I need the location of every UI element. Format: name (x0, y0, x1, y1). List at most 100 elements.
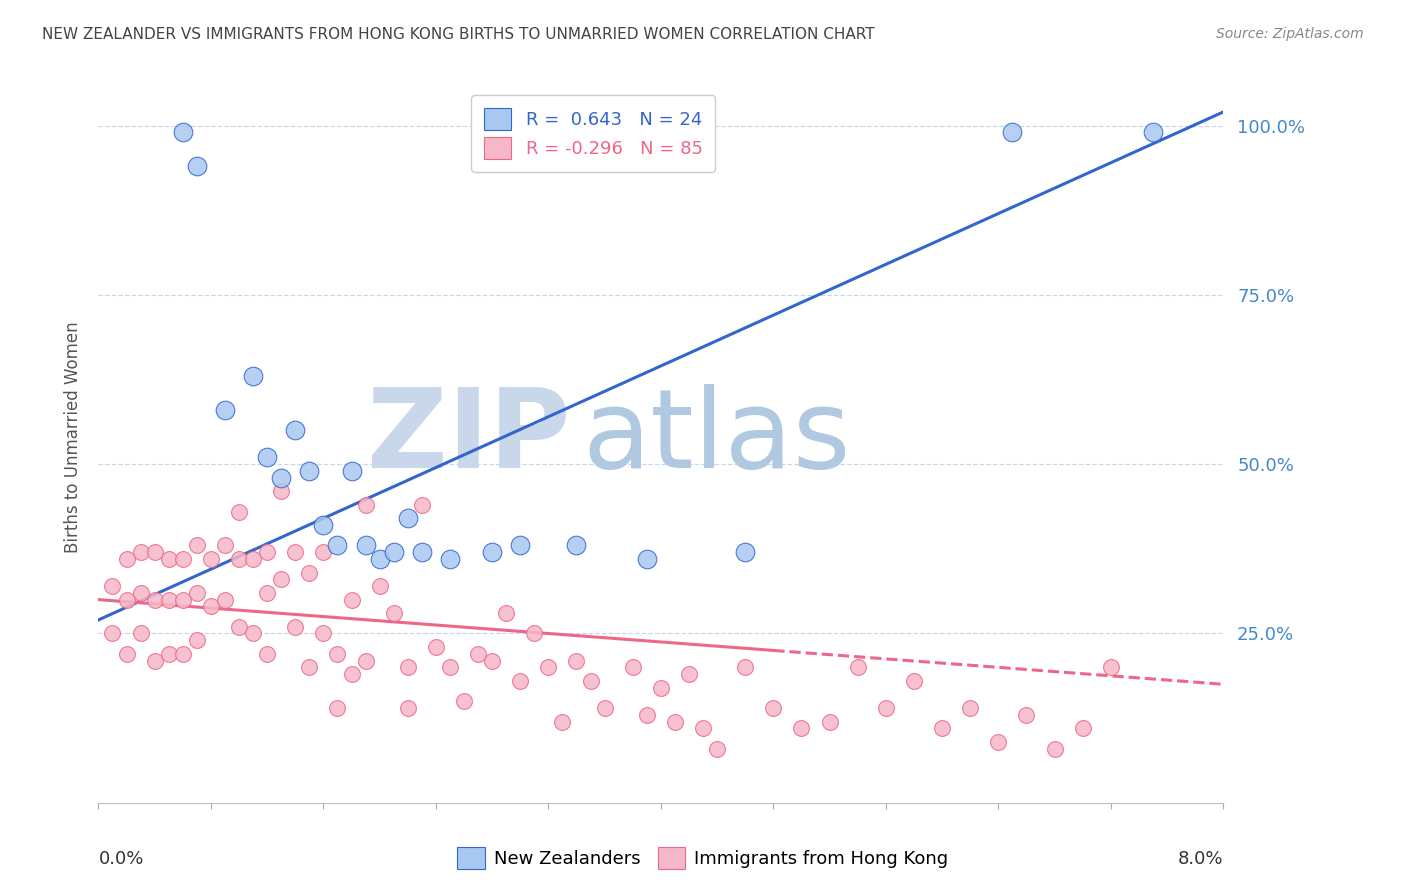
Point (368, 579, 391, 593)
Text: Source: ZipAtlas.com: Source: ZipAtlas.com (1216, 27, 1364, 41)
Point (157, 647, 180, 661)
Point (396, 511, 419, 525)
Point (284, 620, 307, 634)
Point (368, 552, 391, 566)
Point (636, 707, 658, 722)
Point (579, 673, 602, 688)
Point (242, 369, 264, 384)
Point (101, 579, 124, 593)
Point (439, 660, 461, 674)
Point (115, 592, 138, 607)
Point (214, 592, 236, 607)
Point (931, 721, 953, 735)
Point (537, 660, 560, 674)
Point (172, 125, 194, 139)
Point (270, 572, 292, 586)
Point (115, 647, 138, 661)
Point (242, 552, 264, 566)
Point (143, 654, 166, 668)
Point (762, 701, 785, 715)
Point (284, 545, 307, 559)
Point (326, 701, 349, 715)
Point (382, 606, 405, 620)
Point (256, 450, 278, 465)
Point (186, 633, 208, 648)
Point (903, 673, 925, 688)
Point (312, 545, 335, 559)
Point (228, 552, 250, 566)
Point (593, 701, 616, 715)
Point (495, 606, 517, 620)
Legend: New Zealanders, Immigrants from Hong Kong: New Zealanders, Immigrants from Hong Kon… (447, 836, 959, 880)
Point (200, 599, 222, 614)
Text: 8.0%: 8.0% (1178, 850, 1223, 868)
Point (143, 592, 166, 607)
Point (439, 552, 461, 566)
Point (706, 741, 728, 756)
Point (340, 667, 363, 681)
Point (129, 626, 152, 640)
Point (298, 660, 321, 674)
Point (214, 538, 236, 552)
Point (678, 667, 700, 681)
Point (1071, 721, 1094, 735)
Point (509, 673, 531, 688)
Point (987, 735, 1010, 749)
Point (846, 660, 869, 674)
Point (115, 552, 138, 566)
Point (186, 159, 208, 173)
Point (382, 545, 405, 559)
Point (481, 545, 503, 559)
Point (790, 721, 813, 735)
Point (200, 552, 222, 566)
Text: 0.0%: 0.0% (98, 850, 143, 868)
Point (1043, 741, 1066, 756)
Point (664, 714, 686, 729)
Point (129, 586, 152, 600)
Point (551, 714, 574, 729)
Point (172, 647, 194, 661)
Text: ZIP: ZIP (367, 384, 571, 491)
Point (186, 538, 208, 552)
Point (692, 721, 714, 735)
Point (354, 498, 377, 512)
Point (256, 545, 278, 559)
Point (1099, 660, 1122, 674)
Y-axis label: Births to Unmarried Women: Births to Unmarried Women (63, 321, 82, 553)
Point (101, 626, 124, 640)
Point (312, 518, 335, 533)
Point (396, 660, 419, 674)
Point (129, 545, 152, 559)
Point (425, 640, 447, 654)
Point (959, 701, 981, 715)
Point (875, 701, 897, 715)
Point (481, 654, 503, 668)
Point (565, 654, 588, 668)
Point (298, 566, 321, 580)
Point (565, 538, 588, 552)
Point (396, 701, 419, 715)
Point (228, 505, 250, 519)
Point (228, 620, 250, 634)
Point (354, 538, 377, 552)
Point (1001, 125, 1024, 139)
Text: atlas: atlas (582, 384, 851, 491)
Point (734, 545, 756, 559)
Text: NEW ZEALANDER VS IMMIGRANTS FROM HONG KONG BIRTHS TO UNMARRIED WOMEN CORRELATION: NEW ZEALANDER VS IMMIGRANTS FROM HONG KO… (42, 27, 875, 42)
Point (172, 552, 194, 566)
Point (312, 626, 335, 640)
Point (326, 538, 349, 552)
Point (242, 626, 264, 640)
Point (172, 592, 194, 607)
Point (411, 498, 433, 512)
Point (256, 647, 278, 661)
Point (298, 464, 321, 478)
Point (157, 592, 180, 607)
Point (186, 586, 208, 600)
Point (326, 647, 349, 661)
Point (818, 714, 841, 729)
Point (523, 626, 546, 640)
Point (453, 694, 475, 708)
Point (1015, 707, 1038, 722)
Point (621, 660, 644, 674)
